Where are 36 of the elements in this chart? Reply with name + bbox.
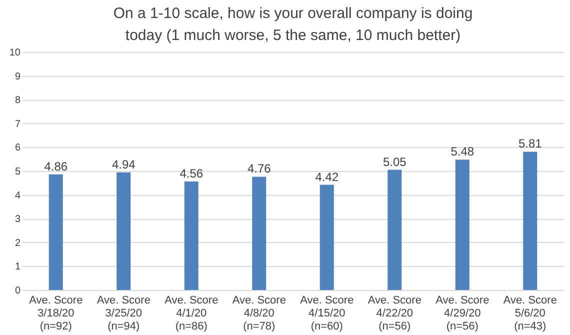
bar bbox=[320, 184, 334, 290]
chart-title: On a 1-10 scale, how is your overall company is doing today (1 much worse, 5 the same, 10 much better) bbox=[113, 5, 473, 44]
bar bbox=[48, 174, 63, 290]
bar bbox=[184, 181, 198, 290]
y-tick-label: 6 bbox=[14, 142, 21, 154]
data-label: 4.56 bbox=[180, 166, 204, 180]
x-tick-label: Ave. Score 5/6/20 (n=43) bbox=[503, 294, 557, 332]
bar bbox=[252, 176, 266, 290]
x-tick-label: Ave. Score 4/15/20 (n=60) bbox=[300, 294, 354, 332]
data-label: 4.94 bbox=[112, 157, 136, 172]
y-tick-label: 9 bbox=[14, 71, 21, 82]
data-label: 5.81 bbox=[518, 136, 542, 151]
x-tick-label: Ave. Score 4/8/20 (n=78) bbox=[232, 294, 286, 332]
y-tick-label: 7 bbox=[14, 118, 21, 130]
y-tick-label: 2 bbox=[14, 238, 21, 249]
y-tick-label: 8 bbox=[14, 95, 21, 106]
data-label: 4.42 bbox=[315, 170, 339, 184]
bar bbox=[523, 152, 538, 290]
bar bbox=[455, 160, 470, 290]
data-label: 5.48 bbox=[450, 144, 474, 159]
x-tick-label: Ave. Score 4/22/20 (n=56) bbox=[368, 294, 422, 332]
bar bbox=[116, 172, 131, 290]
x-tick-label: Ave. Score 3/18/20 (n=92) bbox=[29, 294, 83, 332]
y-tick-label: 5 bbox=[14, 166, 21, 178]
x-tick-label: Ave. Score 4/29/20 (n=56) bbox=[436, 294, 490, 332]
y-tick-label: 3 bbox=[14, 214, 21, 226]
y-tick-label: 10 bbox=[9, 48, 21, 58]
bar bbox=[388, 170, 402, 290]
y-tick-label: 1 bbox=[14, 262, 21, 273]
x-tick-label: Ave. Score 3/25/20 (n=94) bbox=[96, 294, 150, 332]
data-label: 4.86 bbox=[44, 159, 68, 174]
y-tick-label: 4 bbox=[14, 190, 21, 202]
data-label: 4.76 bbox=[247, 162, 272, 176]
data-label: 5.05 bbox=[382, 154, 407, 169]
x-tick-label: Ave. Score 4/1/20 (n=86) bbox=[164, 294, 218, 332]
y-tick-label: 0 bbox=[14, 286, 21, 296]
